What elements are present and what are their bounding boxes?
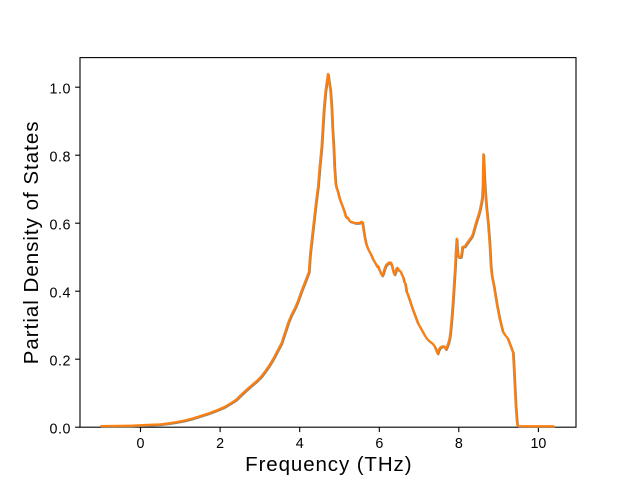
- svg-text:0.4: 0.4: [49, 286, 71, 302]
- svg-text:Partial Density of States: Partial Density of States: [20, 121, 43, 365]
- svg-text:6: 6: [375, 436, 383, 452]
- svg-text:0: 0: [137, 436, 145, 452]
- svg-text:2: 2: [216, 436, 224, 452]
- svg-text:0.2: 0.2: [49, 354, 71, 370]
- svg-text:0.8: 0.8: [49, 150, 71, 166]
- svg-text:4: 4: [296, 436, 304, 452]
- svg-text:Frequency (THz): Frequency (THz): [245, 453, 412, 476]
- svg-text:0.0: 0.0: [49, 422, 71, 438]
- svg-text:1.0: 1.0: [49, 82, 71, 98]
- svg-text:10: 10: [530, 436, 546, 452]
- svg-text:8: 8: [455, 436, 463, 452]
- svg-text:0.6: 0.6: [49, 218, 71, 234]
